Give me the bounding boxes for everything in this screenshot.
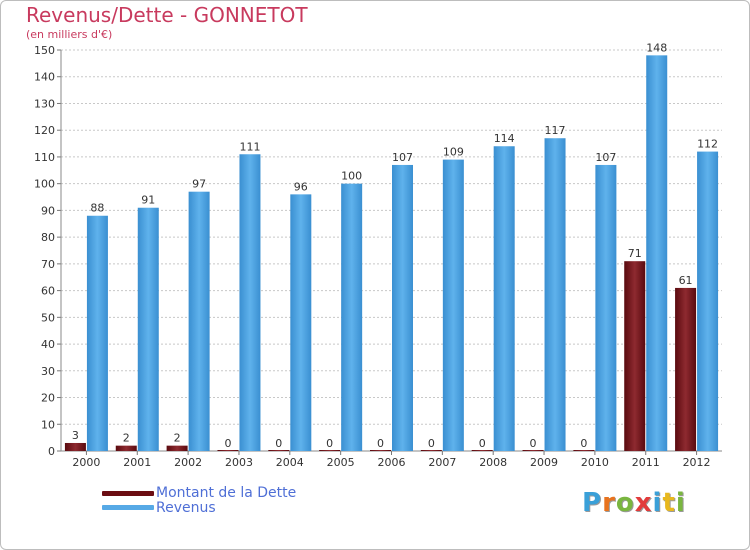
data-label: 148 xyxy=(646,41,667,54)
legend-revenue-swatch xyxy=(102,505,154,510)
data-label: 3 xyxy=(72,429,79,442)
y-tick-label: 40 xyxy=(41,338,55,351)
debt-bar xyxy=(420,450,442,451)
y-tick-label: 10 xyxy=(41,418,55,431)
y-tick-label: 30 xyxy=(41,365,55,378)
legend-debt-swatch xyxy=(102,491,154,496)
data-label: 109 xyxy=(443,146,464,159)
data-label: 0 xyxy=(580,437,587,450)
debt-bar xyxy=(624,261,646,451)
revenue-bar xyxy=(341,183,363,451)
x-tick-label: 2000 xyxy=(72,456,100,469)
data-label: 71 xyxy=(628,247,642,260)
data-label: 114 xyxy=(494,132,515,145)
data-label: 0 xyxy=(479,437,486,450)
debt-bar xyxy=(573,450,595,451)
y-tick-label: 80 xyxy=(41,231,55,244)
plot-area xyxy=(61,50,722,451)
y-tick-label: 0 xyxy=(48,445,55,458)
y-tick-label: 120 xyxy=(34,124,55,137)
x-tick-label: 2008 xyxy=(479,456,507,469)
data-label: 100 xyxy=(341,170,362,183)
proxiti-logo: Proxiti xyxy=(582,488,686,518)
data-label: 97 xyxy=(192,178,206,191)
logo-letter: P xyxy=(582,488,603,518)
y-tick-label: 110 xyxy=(34,151,55,164)
data-label: 0 xyxy=(326,437,333,450)
logo-letter: x xyxy=(634,488,653,518)
revenue-bar xyxy=(290,194,312,452)
debt-bar xyxy=(370,450,391,451)
revenue-bar xyxy=(595,164,617,451)
data-label: 0 xyxy=(530,437,537,450)
x-tick-label: 2007 xyxy=(428,456,456,469)
debt-bar xyxy=(115,445,137,451)
debt-bar xyxy=(675,287,697,451)
revenue-bar xyxy=(392,164,413,451)
data-label: 111 xyxy=(239,140,260,153)
y-tick-label: 60 xyxy=(41,285,55,298)
revenue-bar xyxy=(697,151,719,451)
chart-title: Revenus/Dette - GONNETOT xyxy=(26,3,308,27)
data-label: 107 xyxy=(392,151,413,164)
debt-bar xyxy=(522,450,544,451)
data-label: 96 xyxy=(294,180,308,193)
debt-bar xyxy=(471,450,493,451)
x-tick-label: 2011 xyxy=(632,456,660,469)
revenue-bar xyxy=(544,138,566,451)
debt-bar xyxy=(217,450,239,451)
data-label: 107 xyxy=(595,151,616,164)
data-label: 0 xyxy=(275,437,282,450)
data-label: 88 xyxy=(90,202,104,215)
logo-letter: r xyxy=(602,488,616,518)
data-label: 0 xyxy=(377,437,384,450)
y-tick-label: 130 xyxy=(34,97,55,110)
debt-bar xyxy=(319,450,341,451)
debt-bar xyxy=(268,450,290,451)
data-label: 112 xyxy=(697,138,718,151)
y-tick-label: 150 xyxy=(34,44,55,57)
revenue-bar xyxy=(188,191,210,452)
logo-letter: t xyxy=(662,488,676,518)
x-tick-label: 2012 xyxy=(683,456,711,469)
x-tick-label: 2004 xyxy=(276,456,304,469)
y-tick-label: 50 xyxy=(41,311,55,324)
data-label: 61 xyxy=(679,274,693,287)
logo-letter: i xyxy=(675,488,686,518)
x-tick-label: 2006 xyxy=(378,456,406,469)
y-tick-label: 70 xyxy=(41,258,55,271)
legend-debt-label: Montant de la Dette xyxy=(156,485,297,501)
chart-subtitle: (en milliers d'€) xyxy=(26,28,113,41)
x-tick-label: 2010 xyxy=(581,456,609,469)
debt-bar xyxy=(64,442,86,451)
debt-bar xyxy=(166,445,188,451)
logo-letter: o xyxy=(615,488,635,518)
revenue-bar xyxy=(646,55,668,451)
y-tick-label: 90 xyxy=(41,204,55,217)
data-label: 91 xyxy=(141,194,155,207)
revenue-bar xyxy=(493,146,515,452)
x-tick-label: 2005 xyxy=(327,456,355,469)
x-tick-label: 2003 xyxy=(225,456,253,469)
revenue-bar xyxy=(239,154,261,451)
y-tick-label: 20 xyxy=(41,392,55,405)
x-tick-label: 2009 xyxy=(530,456,558,469)
revenue-bar xyxy=(86,215,108,451)
x-tick-label: 2002 xyxy=(174,456,202,469)
logo-letter: i xyxy=(652,488,663,518)
x-tick-label: 2001 xyxy=(123,456,151,469)
revenue-bar xyxy=(442,159,464,451)
data-label: 2 xyxy=(123,432,130,445)
revenue-bar xyxy=(137,207,159,451)
y-tick-label: 100 xyxy=(34,178,55,191)
y-tick-label: 140 xyxy=(34,71,55,84)
legend-revenue-label: Revenus xyxy=(156,500,216,516)
data-label: 117 xyxy=(545,124,566,137)
data-label: 0 xyxy=(224,437,231,450)
data-label: 0 xyxy=(428,437,435,450)
data-label: 2 xyxy=(174,432,181,445)
